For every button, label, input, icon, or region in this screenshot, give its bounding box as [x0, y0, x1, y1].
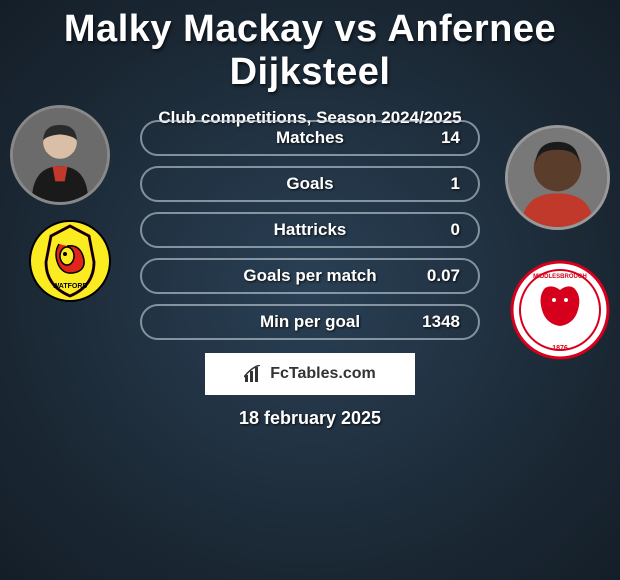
- right-player-avatar: [505, 125, 610, 230]
- watford-crest-icon: WATFORD: [29, 220, 111, 302]
- date-text: 18 february 2025: [0, 408, 620, 429]
- page-title: Malky Mackay vs Anfernee Dijksteel: [0, 0, 620, 94]
- stat-row: Goals 1: [140, 166, 480, 202]
- middlesbrough-crest-icon: MIDDLESBROUGH 1876: [510, 260, 610, 360]
- stat-value: 1348: [422, 312, 460, 332]
- branding-text: FcTables.com: [270, 365, 376, 383]
- stat-value: 14: [441, 128, 460, 148]
- person-icon: [13, 105, 107, 205]
- stat-label: Hattricks: [274, 220, 347, 240]
- stat-label: Goals per match: [243, 266, 376, 286]
- bar-chart-icon: [244, 365, 264, 383]
- stat-row: Min per goal 1348: [140, 304, 480, 340]
- stat-label: Goals: [286, 174, 333, 194]
- stat-value: 0: [451, 220, 460, 240]
- stat-label: Matches: [276, 128, 344, 148]
- left-club-logo: WATFORD: [29, 220, 111, 302]
- stat-row: Goals per match 0.07: [140, 258, 480, 294]
- stat-value: 1: [451, 174, 460, 194]
- stat-row: Matches 14: [140, 120, 480, 156]
- svg-text:MIDDLESBROUGH: MIDDLESBROUGH: [533, 274, 587, 280]
- svg-text:1876: 1876: [552, 345, 568, 352]
- right-club-logo: MIDDLESBROUGH 1876: [510, 260, 610, 360]
- left-player-avatar: [10, 105, 110, 205]
- person-icon: [508, 125, 607, 230]
- stat-row: Hattricks 0: [140, 212, 480, 248]
- branding-box: FcTables.com: [205, 353, 415, 395]
- stats-panel: Matches 14 Goals 1 Hattricks 0 Goals per…: [140, 120, 480, 350]
- svg-text:WATFORD: WATFORD: [53, 283, 88, 290]
- stat-value: 0.07: [427, 266, 460, 286]
- stat-label: Min per goal: [260, 312, 360, 332]
